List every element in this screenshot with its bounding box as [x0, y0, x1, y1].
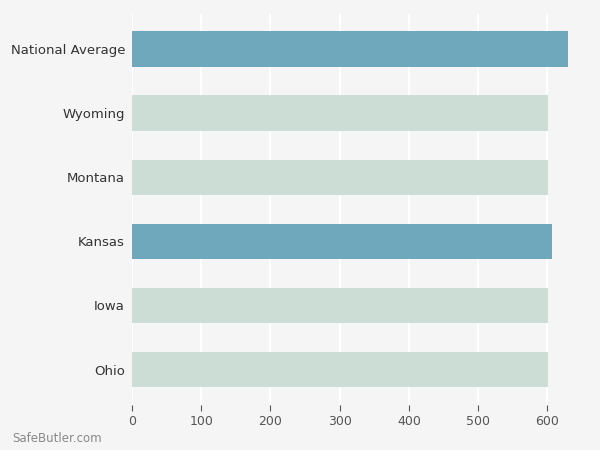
- Bar: [132, 160, 548, 195]
- Bar: [132, 224, 552, 259]
- Bar: [132, 32, 568, 67]
- Bar: [132, 352, 548, 387]
- Bar: [132, 95, 548, 130]
- Text: SafeButler.com: SafeButler.com: [12, 432, 101, 446]
- Bar: [132, 288, 548, 323]
